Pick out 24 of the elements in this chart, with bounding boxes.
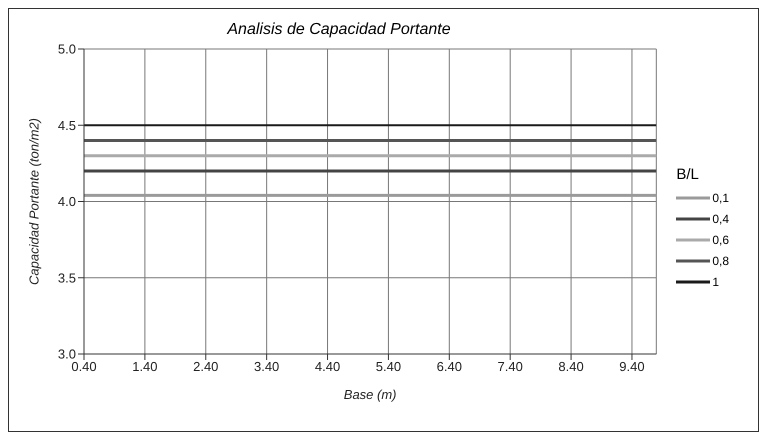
x-tick-label: 3.40 [254,359,280,374]
legend-title: B/L [676,166,700,183]
legend-label: 0,4 [712,212,729,226]
x-tick-label: 5.40 [376,359,402,374]
legend-label: 0,8 [712,254,729,268]
x-tick-label: 1.40 [132,359,158,374]
x-tick-label: 0.40 [71,359,97,374]
y-tick-label: 4.0 [58,194,76,210]
x-tick-label: 6.40 [436,359,462,374]
legend-label: 0,6 [712,232,729,246]
y-tick-label: 5.0 [58,42,76,57]
x-tick-label: 2.40 [193,359,218,374]
x-axis-title: Base (m) [344,387,397,402]
x-tick-label: 9.40 [619,359,645,374]
y-axis-title: Capacidad Portante (ton/m2) [26,118,42,285]
legend-label: 1 [712,274,719,288]
y-tick-label: 3.5 [58,270,76,286]
x-tick-label: 8.40 [558,359,584,374]
x-tick-label: 7.40 [498,359,523,374]
legend-label: 0,1 [712,190,729,204]
x-tick-label: 4.40 [314,359,340,374]
chart-title: Analisis de Capacidad Portante [226,21,452,39]
y-tick-label: 3.0 [58,346,76,362]
y-tick-label: 4.5 [58,118,76,133]
